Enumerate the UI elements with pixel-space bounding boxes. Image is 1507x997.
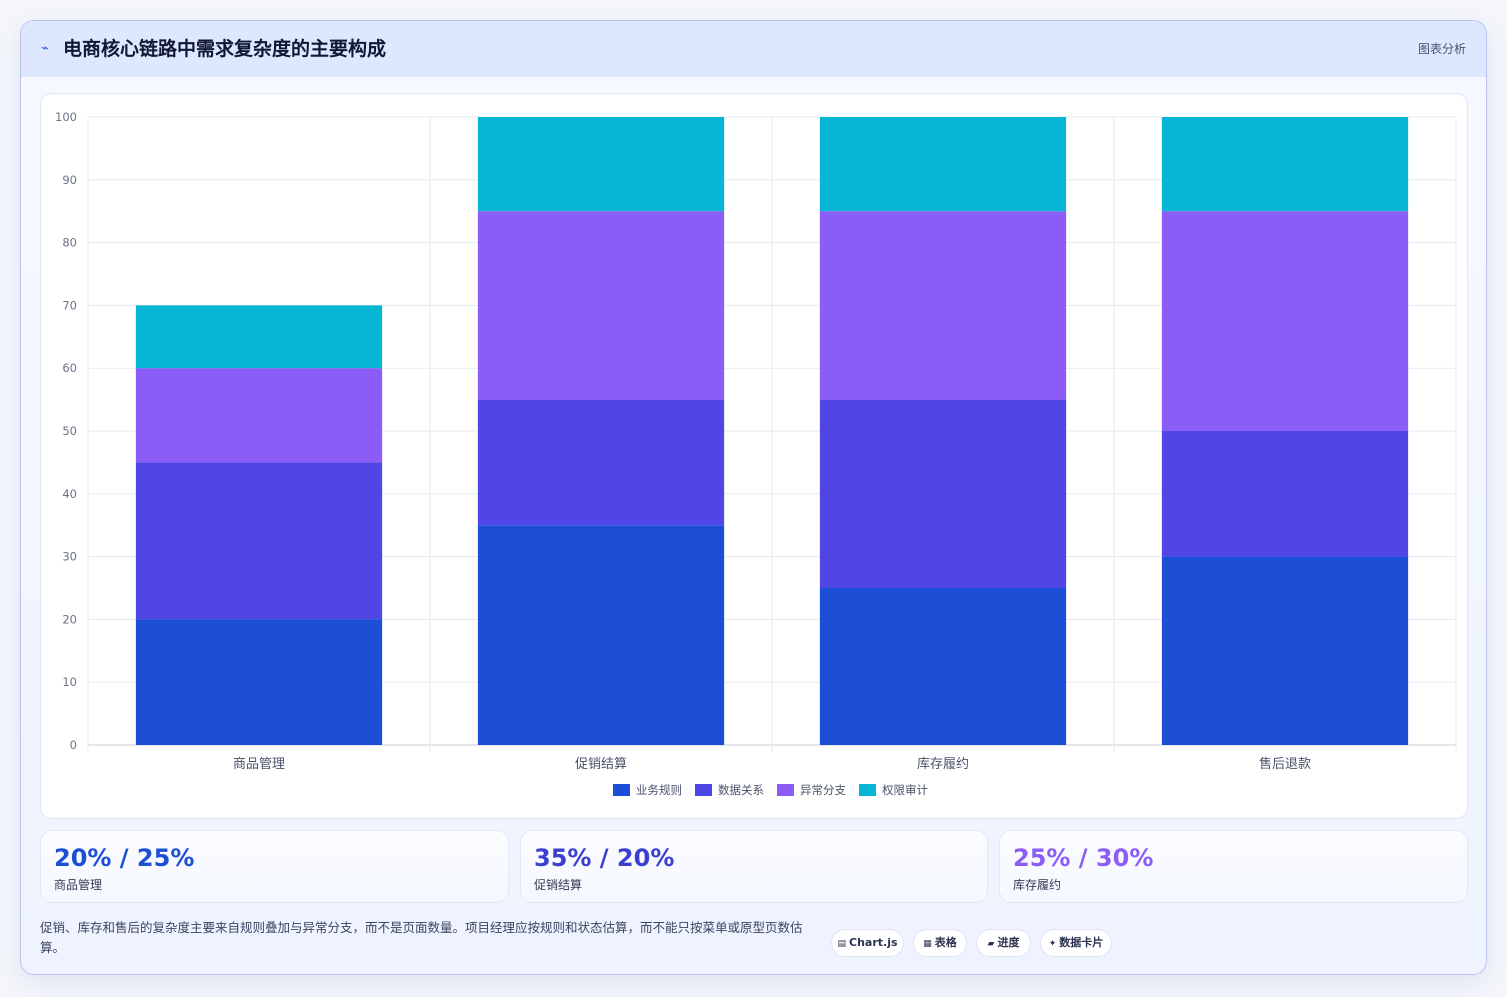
stat-value: 20% / 25% <box>54 844 195 872</box>
bar-segment <box>819 211 1067 400</box>
chart-card: ⌁ 电商核心链路中需求复杂度的主要构成 图表分析 0 10 20 30 40 50 60 70… <box>20 20 1487 975</box>
bar-segment <box>1161 556 1409 745</box>
stat-label: 商品管理 <box>54 878 103 892</box>
bar-segment <box>1161 431 1409 557</box>
bar-segment <box>477 117 725 212</box>
card-header: ⌁ 电商核心链路中需求复杂度的主要构成 图表分析 <box>21 21 1486 77</box>
y-tick-label: 10 <box>62 675 77 689</box>
tag-label: 表格 <box>934 936 957 949</box>
bar-segment <box>135 305 383 369</box>
tag-data-card[interactable]: ✦ 数据卡片 <box>1040 929 1112 957</box>
tag-label: 数据卡片 <box>1059 936 1104 949</box>
y-tick-label: 0 <box>70 738 77 752</box>
stat-card-2: 35% / 20% 促销结算 <box>520 830 988 903</box>
bar-segment <box>477 211 725 400</box>
x-tick-label: 促销结算 <box>575 757 627 772</box>
tag-chartjs[interactable]: ▤ Chart.js <box>831 929 904 957</box>
bar-segment <box>135 619 383 745</box>
footnote: 促销、库存和售后的复杂度主要来自规则叠加与异常分支，而不是页面数量。项目经理应按… <box>40 920 803 955</box>
x-tick-label: 售后退款 <box>1259 756 1311 772</box>
tag-label: 进度 <box>997 936 1020 949</box>
legend-swatch <box>695 784 712 796</box>
bar-segment <box>1161 117 1409 212</box>
tag-table[interactable]: ▦ 表格 <box>913 929 967 957</box>
legend-label: 异常分支 <box>800 783 846 797</box>
y-tick-label: 20 <box>62 612 77 626</box>
table-icon: ▦ <box>923 939 932 949</box>
bar-segment <box>819 399 1067 588</box>
stat-card-1: 20% / 25% 商品管理 <box>40 830 509 903</box>
y-tick-label: 60 <box>62 361 77 375</box>
progress-icon: ▰ <box>987 939 995 949</box>
sparkline-icon: ⌁ <box>41 41 49 56</box>
x-tick-label: 商品管理 <box>233 757 285 772</box>
legend-label: 业务规则 <box>636 783 682 797</box>
x-tick-label: 库存履约 <box>917 756 969 772</box>
chart-panel: 0 10 20 30 40 50 60 70 80 90 100 商品管理 促销结算 库存履约 售后退款业务… <box>40 93 1468 819</box>
stat-value: 25% / 30% <box>1013 844 1154 872</box>
y-tick-label: 40 <box>62 487 77 501</box>
bar-segment <box>135 368 383 463</box>
legend-label: 数据关系 <box>718 783 764 797</box>
stat-card-3: 25% / 30% 库存履约 <box>999 830 1468 903</box>
stat-label: 库存履约 <box>1013 878 1062 892</box>
y-tick-label: 30 <box>62 550 77 564</box>
legend-swatch <box>613 784 630 796</box>
y-tick-label: 70 <box>62 298 77 312</box>
chart-icon: ▤ <box>837 939 846 949</box>
y-tick-label: 90 <box>62 173 77 187</box>
tag-progress[interactable]: ▰ 进度 <box>976 929 1031 957</box>
stat-value: 35% / 20% <box>534 844 675 872</box>
legend-swatch <box>859 784 876 796</box>
y-tick-label: 50 <box>62 424 77 438</box>
bar-segment <box>1161 211 1409 431</box>
bar-segment <box>135 462 383 620</box>
bar-segment <box>819 588 1067 745</box>
stat-label: 促销结算 <box>534 878 583 892</box>
header-badge: 图表分析 <box>1417 42 1466 56</box>
bar-segment <box>819 117 1067 212</box>
bar-segment <box>477 525 725 745</box>
legend-swatch <box>777 784 794 796</box>
card-icon: ✦ <box>1048 939 1057 949</box>
legend-label: 权限审计 <box>882 783 928 797</box>
y-tick-label: 100 <box>55 110 77 124</box>
y-tick-label: 80 <box>62 236 77 250</box>
tag-label: Chart.js <box>849 936 898 949</box>
bar-segment <box>477 399 725 526</box>
stacked-bar-chart: 0 10 20 30 40 50 60 70 80 90 100 商品管理 促销结算 库存履约 售后退款业务… <box>55 110 1457 797</box>
chart-title: 电商核心链路中需求复杂度的主要构成 <box>63 38 387 60</box>
